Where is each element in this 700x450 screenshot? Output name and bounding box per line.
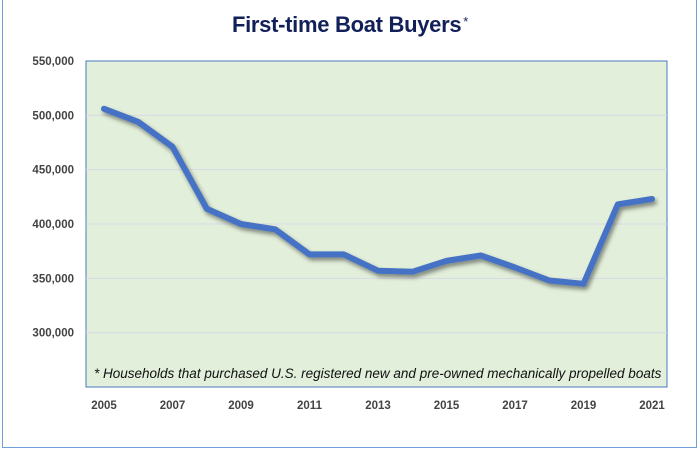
y-tick-label: 450,000: [32, 165, 74, 177]
x-tick-label: 2013: [365, 400, 391, 412]
x-tick-label: 2011: [297, 400, 323, 412]
y-tick-label: 400,000: [32, 219, 74, 231]
x-tick-label: 2017: [502, 400, 528, 412]
x-tick-label: 2021: [639, 400, 665, 412]
x-tick-label: 2009: [228, 400, 254, 412]
series-line: [101, 105, 655, 287]
x-tick-label: 2005: [91, 400, 117, 412]
y-tick-label: 350,000: [32, 273, 74, 285]
x-tick-label: 2015: [434, 400, 460, 412]
x-tick-label: 2019: [571, 400, 597, 412]
chart-title: First-time Boat Buyers *: [0, 12, 700, 38]
footnote: * Households that purchased U.S. registe…: [94, 366, 662, 381]
y-tick-label: 550,000: [32, 56, 74, 68]
y-tick-label: 300,000: [32, 328, 74, 340]
chart-title-text: First-time Boat Buyers: [231, 12, 462, 37]
y-tick-label: 500,000: [32, 110, 74, 122]
title-asterisk: *: [463, 14, 469, 29]
x-tick-label: 2007: [160, 400, 186, 412]
